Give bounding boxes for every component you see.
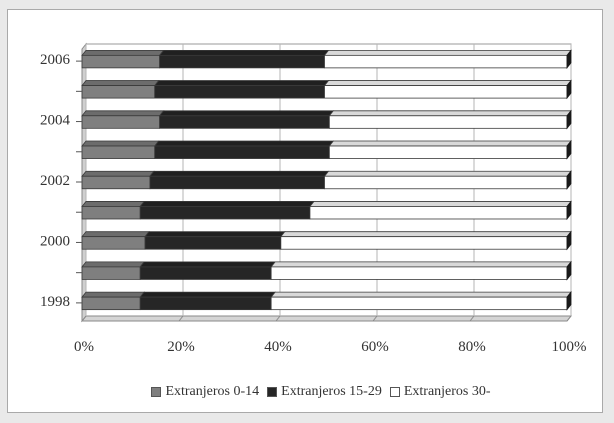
chart-legend: Extranjeros 0-14 Extranjeros 15-29 Extra… [86,380,556,404]
tick-labels: 0% 20% 40% 60% 80% 100% 1998 2000 2002 2004 2006 [40,52,587,355]
bar-segment-2004-s2 [328,109,572,130]
plot-floor [80,315,573,322]
y-tick-label-2006: 2006 [40,52,71,68]
floor-line-2 [275,315,281,322]
x-tick-label-2: 40% [264,339,292,355]
floor-line-3 [372,315,378,322]
bars [81,49,572,311]
bar-segment-2005-s0 [81,80,160,99]
legend-label-0: Extranjeros 0-14 [165,384,260,399]
bar-segment-2001-s0 [81,201,146,220]
bar-segment-2005-s2 [323,79,572,100]
bar-segment-2001-s1 [139,201,315,220]
legend-item-2: Extranjeros 30- [389,384,491,400]
floor-line-5 [566,315,572,322]
floor-line-4 [469,315,475,322]
bar-segment-2002-s1 [149,170,330,190]
bar-segment-2005-s1 [153,80,330,99]
legend-item-0: Extranjeros 0-14 [151,384,259,400]
bar-segment-1998-s1 [139,291,276,311]
bar-segment-2006-s0 [81,49,165,69]
x-tick-label-1: 20% [167,339,195,355]
y-tick-label-2004: 2004 [40,113,71,129]
bar-segment-1999-s2 [270,260,572,281]
bar-segment-2003-s0 [81,140,160,159]
legend-label-1: Extranjeros 15-29 [281,384,382,399]
x-tick-label-0: 0% [74,339,94,355]
bar-segment-2006-s1 [158,49,330,69]
legend-label-2: Extranjeros 30- [403,384,491,399]
bar-segment-2000-s1 [144,231,286,250]
legend-swatch-1 [267,387,278,397]
bar-segment-2000-s2 [280,230,572,251]
bar-segment-1999-s0 [81,261,146,280]
floor-line-0 [81,315,87,322]
x-tick-label-4: 80% [458,339,486,355]
axes [76,60,82,304]
bar-segment-2002-s2 [323,170,572,190]
y-tick-label-1998: 1998 [40,294,70,310]
floor-line-1 [178,315,184,322]
legend-swatch-2 [389,387,400,397]
y-tick-label-2002: 2002 [40,173,70,189]
bar-segment-2001-s2 [309,200,572,221]
bar-segment-1999-s1 [139,261,276,280]
bar-segment-2003-s2 [328,139,572,160]
legend-swatch-0 [151,387,162,397]
bar-segment-1998-s0 [81,291,146,311]
bar-segment-2006-s2 [323,49,572,70]
bar-segment-2003-s1 [153,140,335,159]
bar-segment-2002-s0 [81,170,155,190]
bar-segment-1998-s2 [270,290,572,311]
bar-segment-2004-s1 [158,110,335,129]
y-tick-label-2000: 2000 [40,233,70,249]
bar-segment-2000-s0 [81,231,150,250]
x-tick-label-3: 60% [361,339,389,355]
legend-item-1: Extranjeros 15-29 [267,384,382,400]
bar-segment-2004-s0 [81,110,165,129]
x-tick-label-5: 100% [552,339,587,355]
